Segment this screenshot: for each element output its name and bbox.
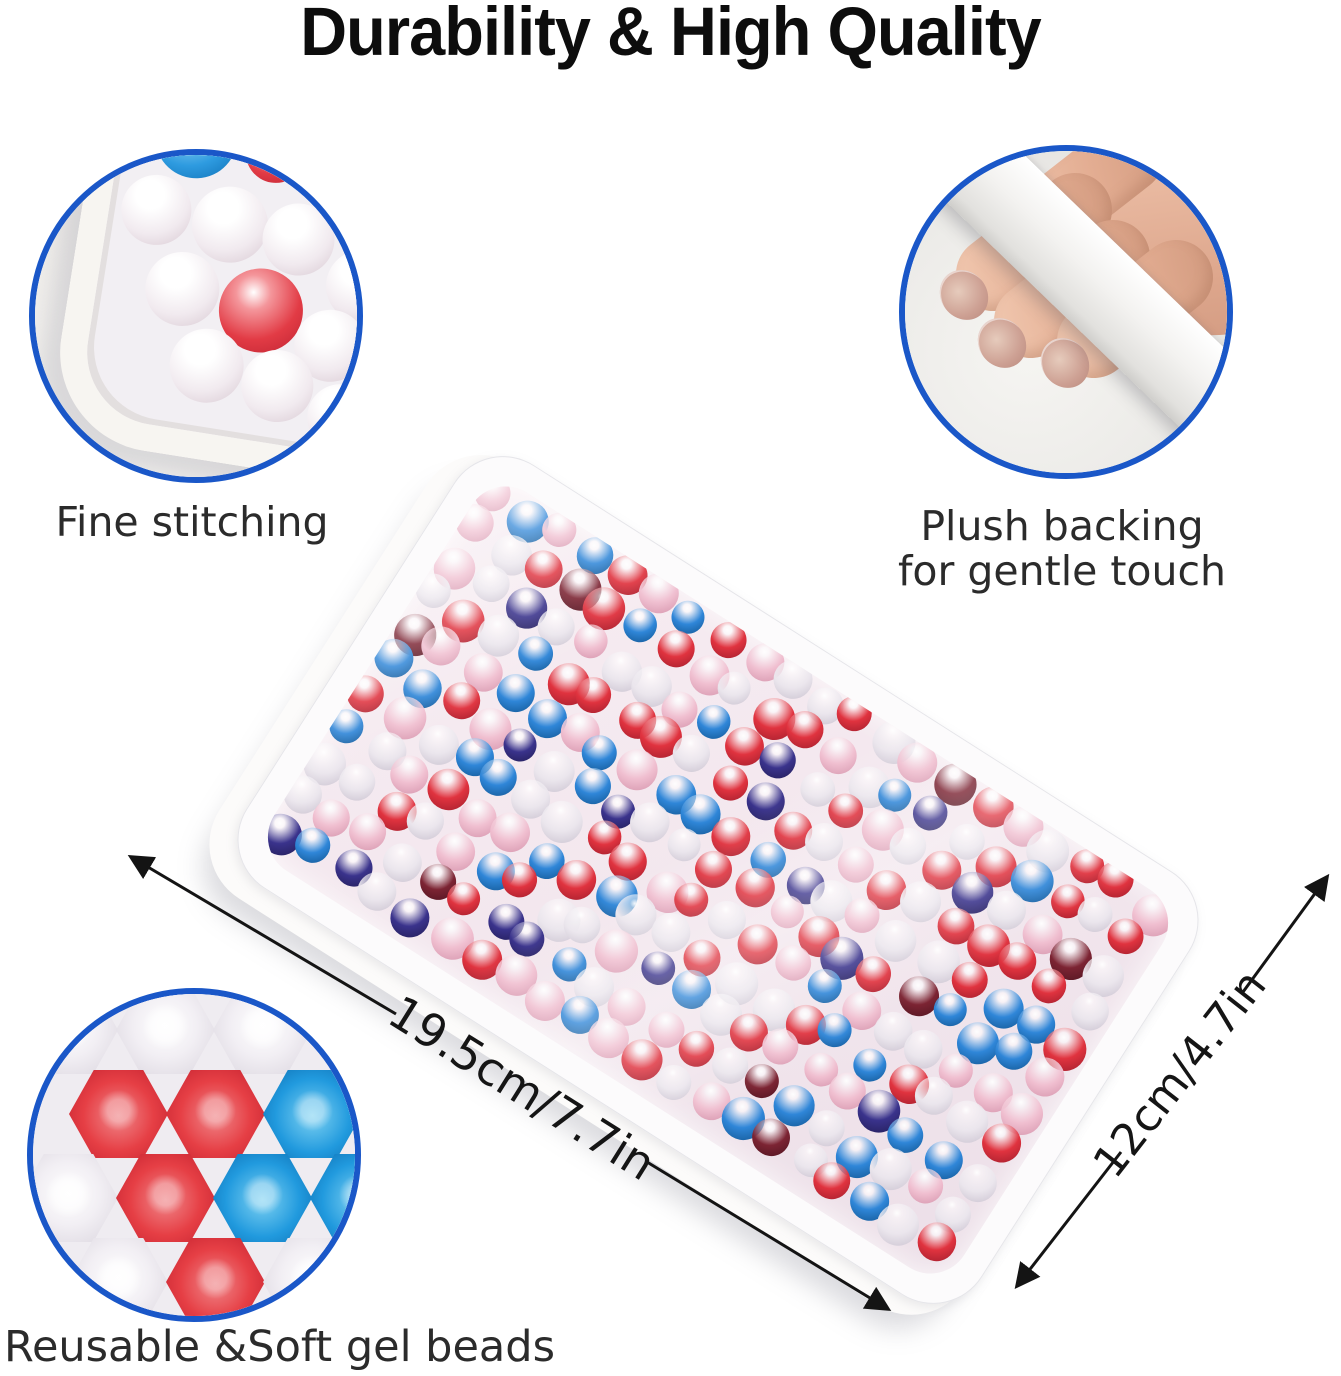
plush-backing-label: Plush backing for gentle touch: [872, 502, 1252, 596]
page-title: Durability & High Quality: [300, 0, 1041, 70]
hex-field: [33, 994, 355, 1316]
plush-backing-label-line1: Plush backing: [920, 502, 1204, 550]
stitching-beads: [77, 155, 357, 469]
fine-stitching-photo: [29, 149, 363, 483]
fine-stitching-label: Fine stitching: [55, 498, 329, 546]
gel-beads-photo: [27, 988, 361, 1322]
gel-beads-label: Reusable &Soft gel beads: [4, 1322, 555, 1372]
plush-backing-photo: [899, 145, 1233, 479]
plush-backing-label-line2: for gentle touch: [897, 547, 1227, 596]
